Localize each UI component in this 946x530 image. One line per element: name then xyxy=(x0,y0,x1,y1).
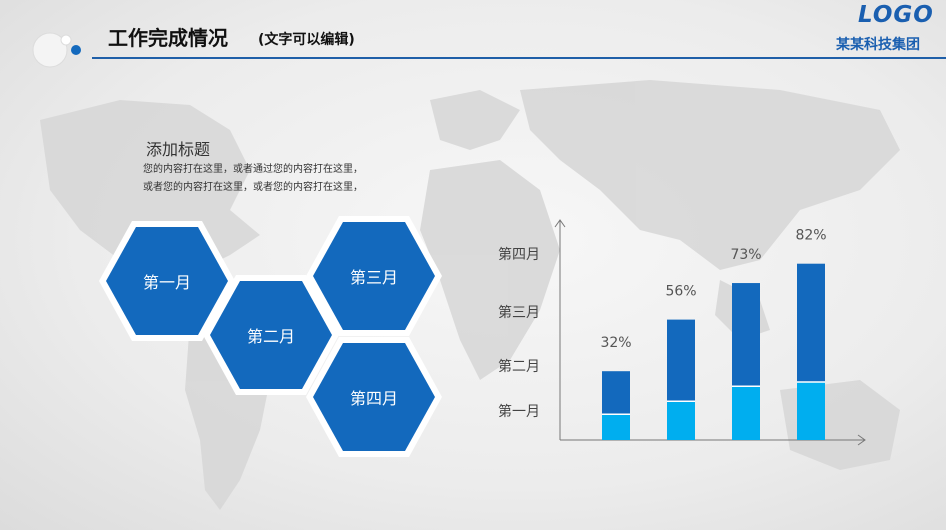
bar-upper-segment xyxy=(732,283,760,387)
hexagon-label: 第一月 xyxy=(142,273,191,292)
hexagon-label: 第四月 xyxy=(349,389,398,408)
bar-upper-segment xyxy=(602,371,630,415)
description-line: 您的内容打在这里，或者通过您的内容打在这里， xyxy=(143,164,363,175)
hexagon-shape-icon xyxy=(203,275,339,395)
hexagon-shape-icon xyxy=(99,221,235,341)
hexagon-month-1: 第一月 xyxy=(97,219,237,343)
chart-side-label: 第二月 xyxy=(498,359,540,375)
chart-side-label: 第三月 xyxy=(498,305,540,321)
hexagon-label: 第二月 xyxy=(246,327,295,346)
bar-data-label: 56% xyxy=(665,284,696,300)
company-name: 某某科技集团 xyxy=(836,37,920,53)
hexagon-month-2: 第二月 xyxy=(201,273,341,397)
header: 工作完成情况 (文字可以编辑) LOGO 某某科技集团 xyxy=(0,0,946,68)
bar-upper-segment xyxy=(667,319,695,402)
y-axis-arrow-icon xyxy=(554,219,566,228)
hexagon-label: 第三月 xyxy=(349,268,398,287)
hexagon-shape-icon xyxy=(306,337,442,457)
bar-data-label: 73% xyxy=(730,247,761,263)
x-axis-arrow-icon xyxy=(857,434,866,446)
bar-lower-segment xyxy=(797,381,825,440)
bar-lower-segment xyxy=(667,401,695,440)
description-line: 或者您的内容打在这里，或者您的内容打在这里， xyxy=(143,182,363,193)
page-title-note: (文字可以编辑) xyxy=(258,32,355,48)
hexagon-month-3: 第三月 xyxy=(304,214,444,338)
hexagon-month-4: 第四月 xyxy=(304,335,444,459)
bar-lower-segment xyxy=(732,386,760,440)
logo: LOGO xyxy=(858,2,934,28)
chart-side-label: 第四月 xyxy=(498,247,540,263)
bar-data-label: 32% xyxy=(600,335,631,351)
bar-chart: 32% 56% 73% 82% xyxy=(554,219,866,446)
chart-side-label: 第一月 xyxy=(498,404,540,420)
header-divider xyxy=(92,57,946,59)
hexagon-shape-icon xyxy=(306,216,442,336)
bar-upper-segment xyxy=(797,263,825,382)
bar-data-label: 82% xyxy=(795,228,826,244)
section-title: 添加标题 xyxy=(146,140,211,159)
bar-lower-segment xyxy=(602,414,630,440)
header-decor-icon xyxy=(32,32,81,68)
page-title: 工作完成情况 xyxy=(108,26,228,50)
